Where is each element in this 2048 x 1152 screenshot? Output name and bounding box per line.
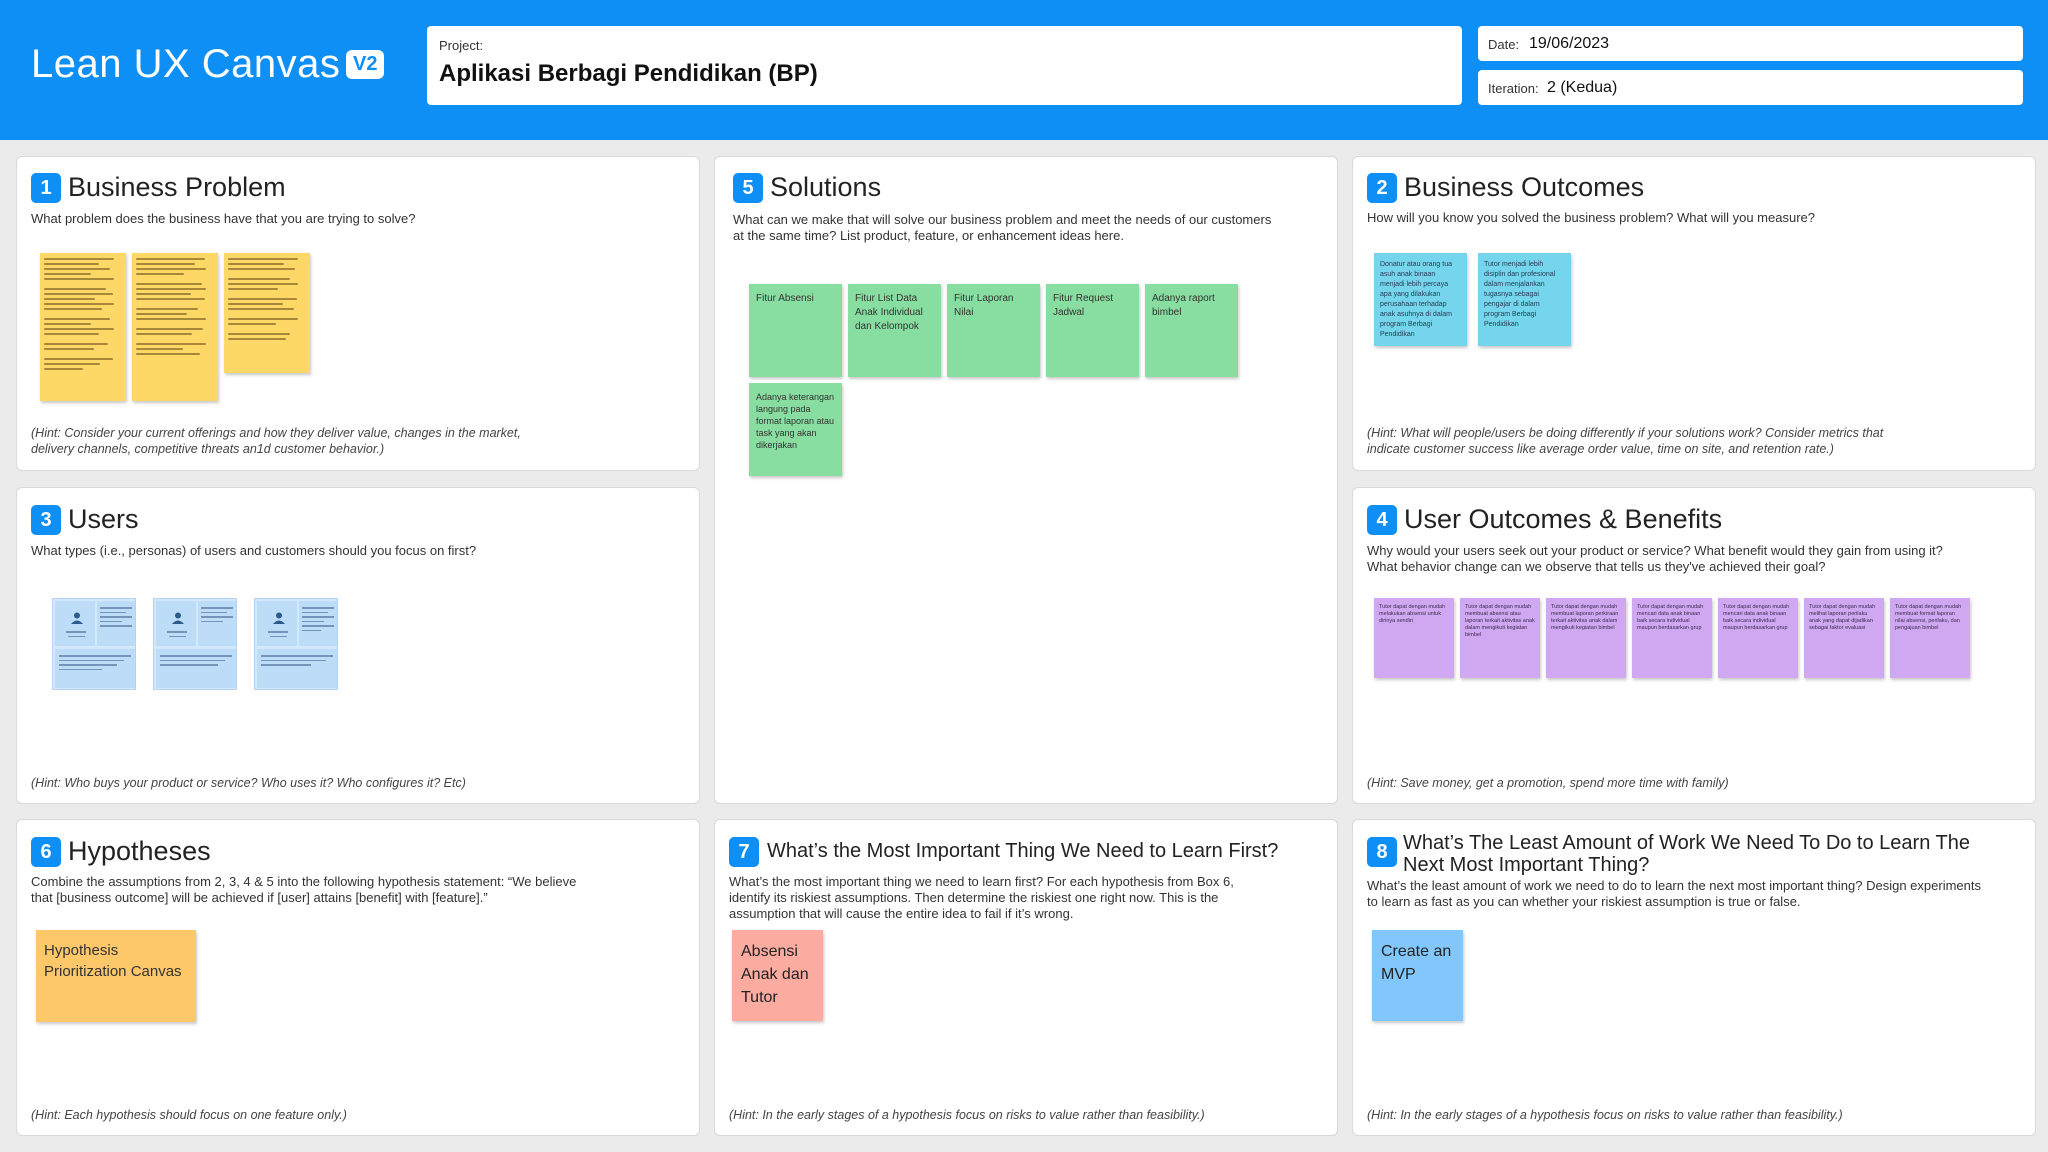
outcome-sticky[interactable]: Tutor menjadi lebih disiplin dan profesi… [1478,253,1571,346]
panel-number: 3 [31,505,61,535]
date-value[interactable]: 19/06/2023 [1529,35,1610,52]
iteration-value[interactable]: 2 (Kedua) [1547,79,1618,96]
panel-title: Business Problem [68,172,286,202]
project-field[interactable]: Project: Aplikasi Berbagi Pendidikan (BP… [427,26,1462,105]
benefit-sticky[interactable]: Tutor dapat dengan mudah membuat laporan… [1546,598,1626,678]
sticky-note[interactable] [132,253,218,401]
panel-number: 8 [1367,837,1397,867]
solution-sticky[interactable]: Fitur List Data Anak Individual dan Kelo… [848,284,941,377]
panel-users: 3 Users What types (i.e., personas) of u… [16,487,700,804]
panel-number: 7 [729,837,759,867]
panel-number: 1 [31,173,61,203]
solution-sticky[interactable]: Fitur Laporan Nilai [947,284,1040,377]
user-icon [273,612,285,624]
panel-hint: (Hint: In the early stages of a hypothes… [729,1108,1205,1122]
panel-hint: (Hint: Each hypothesis should focus on o… [31,1108,347,1122]
panel-description: What can we make that will solve our bus… [733,212,1272,243]
panel-hint: (Hint: Save money, get a promotion, spen… [1367,776,1729,790]
sticky-note[interactable] [224,253,310,373]
panel-learn-first: 7 What’s the Most Important Thing We Nee… [714,819,1338,1136]
hypothesis-sticky[interactable]: Hypothesis Prioritization Canvas [36,930,196,1022]
solution-sticky[interactable]: Fitur Request Jadwal [1046,284,1139,377]
benefit-sticky[interactable]: Tutor dapat dengan mudah melakukan absen… [1374,598,1454,678]
panel-description: Why would your users seek out your produ… [1367,543,1943,574]
panel-number: 6 [31,837,61,867]
panel-hint: (Hint: In the early stages of a hypothes… [1367,1108,1843,1122]
benefit-sticky[interactable]: Tutor dapat dengan mudah mencari data an… [1632,598,1712,678]
date-field[interactable]: Date: 19/06/2023 [1478,26,2023,61]
panel-hypotheses: 6 Hypotheses Combine the assumptions fro… [16,819,700,1136]
riskiest-assumption-sticky[interactable]: Absensi Anak dan Tutor [732,930,823,1021]
panel-title: What’s The Least Amount of Work We Need … [1403,832,1970,876]
panel-description: What problem does the business have that… [31,211,416,226]
iteration-label: Iteration: [1488,81,1539,96]
persona-card[interactable] [254,598,338,690]
panel-title: Hypotheses [68,836,211,866]
panel-number: 5 [733,173,763,203]
panel-business-outcomes: 2 Business Outcomes How will you know yo… [1352,156,2036,471]
solution-sticky[interactable]: Fitur Absensi [749,284,842,377]
user-icon [172,612,184,624]
panel-title: Solutions [770,172,882,202]
solution-sticky[interactable]: Adanya raport bimbel [1145,284,1238,377]
panel-hint: (Hint: What will people/users be doing d… [1367,426,1884,456]
panel-title: Business Outcomes [1404,172,1645,202]
panel-least-work: 8 What’s The Least Amount of Work We Nee… [1352,819,2036,1136]
panel-description: Combine the assumptions from 2, 3, 4 & 5… [31,874,577,905]
version-badge: V2 [346,50,385,79]
panel-number: 2 [1367,173,1397,203]
panel-description: What types (i.e., personas) of users and… [31,543,477,558]
user-icon [71,612,83,624]
panel-description: What’s the least amount of work we need … [1367,878,1981,909]
panel-description: What’s the most important thing we need … [729,874,1234,921]
header-bar: Lean UX Canvas V2 Project: Aplikasi Berb… [0,0,2048,140]
outcome-sticky[interactable]: Donatur atau orang tua asuh anak binaan … [1374,253,1467,346]
benefit-sticky[interactable]: Tutor dapat dengan mudah membuat absensi… [1460,598,1540,678]
panel-solutions: 5 Solutions What can we make that will s… [714,156,1338,804]
benefit-sticky[interactable]: Tutor dapat dengan mudah membuat format … [1890,598,1970,678]
project-label: Project: [439,38,484,53]
panel-title: User Outcomes & Benefits [1404,504,1723,534]
persona-card[interactable] [52,598,136,690]
benefit-sticky[interactable]: Tutor dapat dengan mudah mencari data an… [1718,598,1798,678]
panel-user-outcomes: 4 User Outcomes & Benefits Why would you… [1352,487,2036,804]
panel-business-problem: 1 Business Problem What problem does the… [16,156,700,471]
date-label: Date: [1488,37,1520,52]
panel-title: Users [68,504,139,534]
iteration-field[interactable]: Iteration: 2 (Kedua) [1478,70,2023,105]
experiment-sticky[interactable]: Create an MVP [1372,930,1463,1021]
benefit-sticky[interactable]: Tutor dapat dengan mudah melihat laporan… [1804,598,1884,678]
canvas-title: Lean UX Canvas [31,42,341,86]
panel-description: How will you know you solved the busines… [1367,210,1815,225]
persona-card[interactable] [153,598,237,690]
panel-number: 4 [1367,505,1397,535]
panel-hint: (Hint: Who buys your product or service?… [31,776,466,790]
solution-sticky[interactable]: Adanya keterangan langung pada format la… [749,383,842,476]
project-value[interactable]: Aplikasi Berbagi Pendidikan (BP) [439,60,818,87]
panel-hint: (Hint: Consider your current offerings a… [31,426,521,456]
panel-title: What’s the Most Important Thing We Need … [767,840,1279,862]
sticky-note[interactable] [40,253,126,401]
